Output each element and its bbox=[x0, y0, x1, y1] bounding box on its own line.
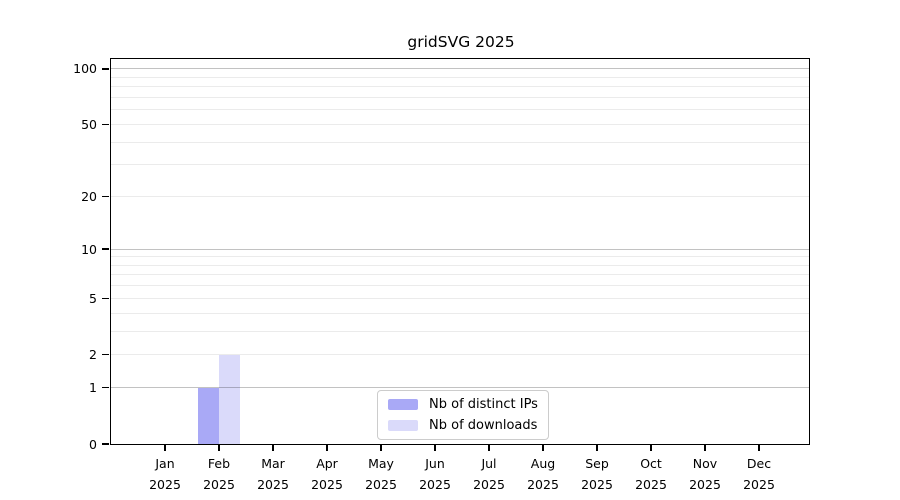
y-tick bbox=[102, 123, 109, 126]
y-tick-label: 2 bbox=[89, 347, 97, 363]
y-gridline-minor bbox=[111, 297, 809, 299]
x-tick-label: Dec 2025 bbox=[732, 453, 786, 495]
x-tick-month: Jun bbox=[425, 456, 445, 471]
y-tick-label: 5 bbox=[89, 290, 97, 306]
y-gridline-minor bbox=[111, 274, 809, 276]
x-tick-label: May 2025 bbox=[354, 453, 408, 495]
y-gridline-minor bbox=[111, 123, 809, 125]
x-tick-month: Aug bbox=[530, 456, 556, 471]
x-tick-year: 2025 bbox=[257, 477, 289, 492]
y-tick-label: 100 bbox=[73, 61, 97, 77]
x-tick bbox=[272, 444, 274, 451]
x-tick bbox=[434, 444, 436, 451]
x-tick-month: Oct bbox=[640, 456, 662, 471]
x-tick-year: 2025 bbox=[527, 477, 559, 492]
y-gridline-minor bbox=[111, 76, 809, 78]
y-gridline-minor bbox=[111, 109, 809, 111]
x-tick-label: Aug 2025 bbox=[516, 453, 570, 495]
x-tick-month: Jan bbox=[155, 456, 175, 471]
y-tick bbox=[102, 195, 109, 198]
bar-downloads bbox=[219, 354, 240, 444]
chart-title: gridSVG 2025 bbox=[407, 33, 515, 51]
y-gridline-minor bbox=[111, 330, 809, 332]
legend: Nb of distinct IPs Nb of downloads bbox=[377, 390, 549, 440]
legend-label-downloads: Nb of downloads bbox=[429, 418, 538, 433]
x-tick-label: Jun 2025 bbox=[408, 453, 462, 495]
y-tick bbox=[102, 443, 109, 445]
legend-swatch-distinct-ips bbox=[388, 399, 418, 410]
x-tick-year: 2025 bbox=[419, 477, 451, 492]
y-tick bbox=[102, 353, 109, 356]
y-gridline-minor bbox=[111, 312, 809, 314]
x-tick bbox=[326, 444, 328, 451]
legend-item-distinct-ips: Nb of distinct IPs bbox=[388, 396, 538, 413]
y-gridline-major bbox=[111, 248, 809, 250]
y-gridline-minor bbox=[111, 96, 809, 98]
x-tick bbox=[218, 444, 220, 451]
y-gridline-major bbox=[111, 387, 809, 389]
x-tick-year: 2025 bbox=[473, 477, 505, 492]
x-tick bbox=[596, 444, 598, 451]
legend-swatch-downloads bbox=[388, 420, 418, 431]
x-tick-label: Nov 2025 bbox=[678, 453, 732, 495]
y-gridline-minor bbox=[111, 196, 809, 197]
x-tick-month: Dec bbox=[746, 456, 772, 471]
x-tick-label: Oct 2025 bbox=[624, 453, 678, 495]
x-tick-year: 2025 bbox=[581, 477, 613, 492]
y-tick-label: 0 bbox=[89, 436, 97, 452]
y-gridline-minor bbox=[111, 354, 809, 356]
legend-label-distinct-ips: Nb of distinct IPs bbox=[429, 397, 538, 412]
y-gridline-minor bbox=[111, 264, 809, 266]
x-tick-month: May bbox=[368, 456, 394, 471]
x-tick bbox=[542, 444, 544, 451]
y-tick bbox=[102, 68, 109, 70]
y-tick-label: 10 bbox=[81, 241, 97, 257]
x-tick bbox=[650, 444, 652, 451]
x-tick bbox=[380, 444, 382, 451]
x-tick-month: Jul bbox=[481, 456, 497, 471]
x-tick-year: 2025 bbox=[365, 477, 397, 492]
y-tick bbox=[102, 386, 109, 389]
y-tick-label: 50 bbox=[81, 116, 97, 132]
plot-area: Nb of distinct IPs Nb of downloads 0 1 2 5 1… bbox=[73, 58, 810, 492]
x-tick-label: Jul 2025 bbox=[462, 453, 516, 495]
x-tick-label: Sep 2025 bbox=[570, 453, 624, 495]
x-tick-month: Feb bbox=[207, 456, 231, 471]
x-tick-year: 2025 bbox=[743, 477, 775, 492]
x-tick-label: Apr 2025 bbox=[300, 453, 354, 495]
x-tick-label: Jan 2025 bbox=[138, 453, 192, 495]
x-tick-month: Apr bbox=[316, 456, 338, 471]
y-gridline-minor bbox=[111, 141, 809, 143]
x-tick bbox=[704, 444, 706, 451]
x-tick-year: 2025 bbox=[203, 477, 235, 492]
x-tick-label: Mar 2025 bbox=[246, 453, 300, 495]
y-gridline-minor bbox=[111, 256, 809, 258]
y-tick bbox=[102, 297, 109, 300]
x-tick-month: Mar bbox=[261, 456, 285, 471]
y-gridline-minor bbox=[111, 285, 809, 287]
x-tick-year: 2025 bbox=[689, 477, 721, 492]
y-gridline-minor bbox=[111, 164, 809, 166]
y-tick-label: 20 bbox=[81, 189, 97, 204]
x-tick bbox=[488, 444, 490, 451]
x-tick-month: Sep bbox=[585, 456, 609, 471]
bar-distinct-ips bbox=[198, 387, 219, 444]
y-tick-label: 1 bbox=[89, 380, 97, 396]
x-tick-month: Nov bbox=[692, 456, 718, 471]
y-gridline-minor bbox=[111, 86, 809, 88]
x-tick-year: 2025 bbox=[311, 477, 343, 492]
x-tick-label: Feb 2025 bbox=[192, 453, 246, 495]
legend-item-downloads: Nb of downloads bbox=[388, 417, 538, 434]
x-tick-year: 2025 bbox=[149, 477, 181, 492]
x-tick bbox=[758, 444, 760, 451]
y-gridline-major bbox=[111, 68, 809, 70]
x-tick bbox=[164, 444, 166, 451]
x-tick-year: 2025 bbox=[635, 477, 667, 492]
y-tick bbox=[102, 248, 109, 250]
